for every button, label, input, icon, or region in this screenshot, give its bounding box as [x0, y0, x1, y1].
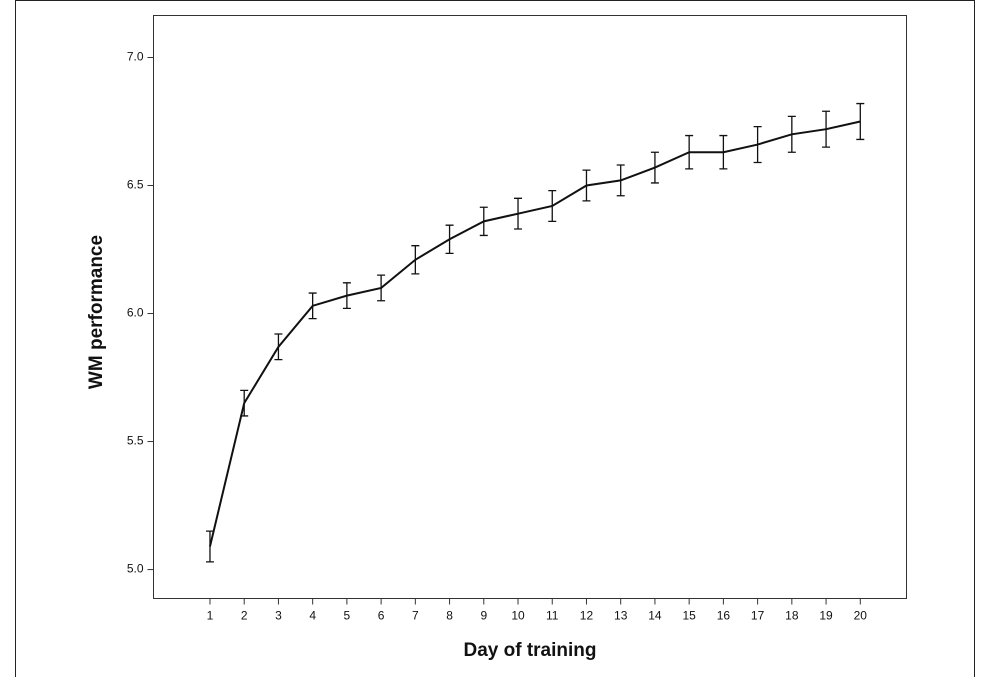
error-bar: [308, 292, 317, 320]
y-tick-label: 7.0: [127, 50, 144, 64]
error-bar: [205, 530, 214, 563]
x-tick-label: 6: [378, 609, 385, 623]
error-bar: [411, 245, 420, 275]
x-tick-label: 15: [682, 609, 696, 623]
x-tick-label: 9: [480, 609, 487, 623]
x-tick-label: 2: [241, 609, 248, 623]
error-bar: [377, 274, 386, 302]
error-bar: [514, 197, 523, 230]
error-bar: [479, 206, 488, 237]
y-tick-label: 6.5: [127, 178, 144, 192]
error-bar: [685, 134, 694, 170]
error-bar: [787, 115, 796, 153]
x-tick-label: 16: [717, 609, 731, 623]
error-bar: [548, 189, 557, 223]
plot-area: [153, 15, 907, 599]
x-tick-label: 11: [546, 609, 559, 623]
x-tick-label: 8: [446, 609, 453, 623]
x-tick-label: 14: [648, 609, 662, 623]
error-bar: [822, 110, 831, 148]
error-bar: [582, 169, 591, 202]
x-tick-label: 5: [344, 609, 351, 623]
error-bar: [616, 164, 625, 197]
error-bar: [240, 389, 249, 417]
x-tick-label: 18: [785, 609, 799, 623]
x-tick-label: 19: [819, 609, 833, 623]
y-tick-label: 5.5: [127, 434, 144, 448]
x-tick-label: 7: [412, 609, 419, 623]
x-tick-label: 3: [275, 609, 282, 623]
x-tick-label: 20: [854, 609, 868, 623]
y-tick-label: 5.0: [127, 562, 144, 576]
error-bar: [856, 102, 865, 141]
error-bar: [445, 224, 454, 255]
x-tick-label: 1: [207, 609, 214, 623]
x-axis-label: Day of training: [463, 640, 596, 661]
y-axis-label: WM performance: [86, 235, 107, 389]
x-tick-label: 4: [309, 609, 316, 623]
frame: [15, 0, 975, 677]
x-tick-label: 12: [580, 609, 594, 623]
error-bar: [650, 151, 659, 184]
error-bar: [753, 125, 762, 164]
x-tick-label: 17: [751, 609, 765, 623]
error-bar: [719, 134, 728, 170]
x-tick-label: 13: [614, 609, 628, 623]
error-bar: [274, 333, 283, 361]
y-tick-label: 6.0: [127, 306, 144, 320]
line: [209, 120, 861, 547]
x-tick-label: 10: [511, 609, 525, 623]
error-bar: [342, 282, 351, 310]
